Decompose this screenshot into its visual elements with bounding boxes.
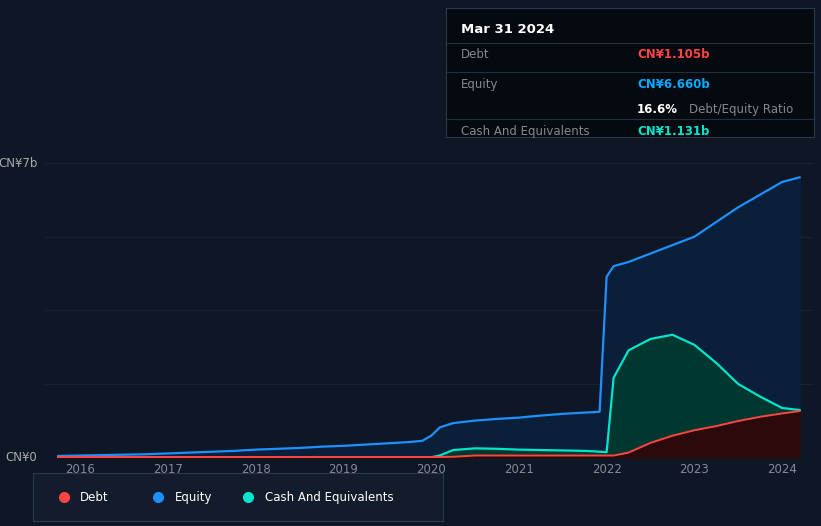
Text: Cash And Equivalents: Cash And Equivalents [461,125,589,137]
Text: Debt: Debt [461,48,489,62]
Text: Cash And Equivalents: Cash And Equivalents [264,491,393,503]
Text: CN¥0: CN¥0 [6,451,38,464]
Text: Equity: Equity [461,78,498,91]
Text: CN¥1.105b: CN¥1.105b [637,48,709,62]
Text: CN¥1.131b: CN¥1.131b [637,125,709,137]
Text: Debt/Equity Ratio: Debt/Equity Ratio [689,103,793,116]
Text: CN¥7b: CN¥7b [0,157,38,169]
Text: Equity: Equity [175,491,212,503]
Text: CN¥6.660b: CN¥6.660b [637,78,710,91]
Text: Mar 31 2024: Mar 31 2024 [461,23,554,36]
Text: Debt: Debt [80,491,108,503]
Text: 16.6%: 16.6% [637,103,678,116]
